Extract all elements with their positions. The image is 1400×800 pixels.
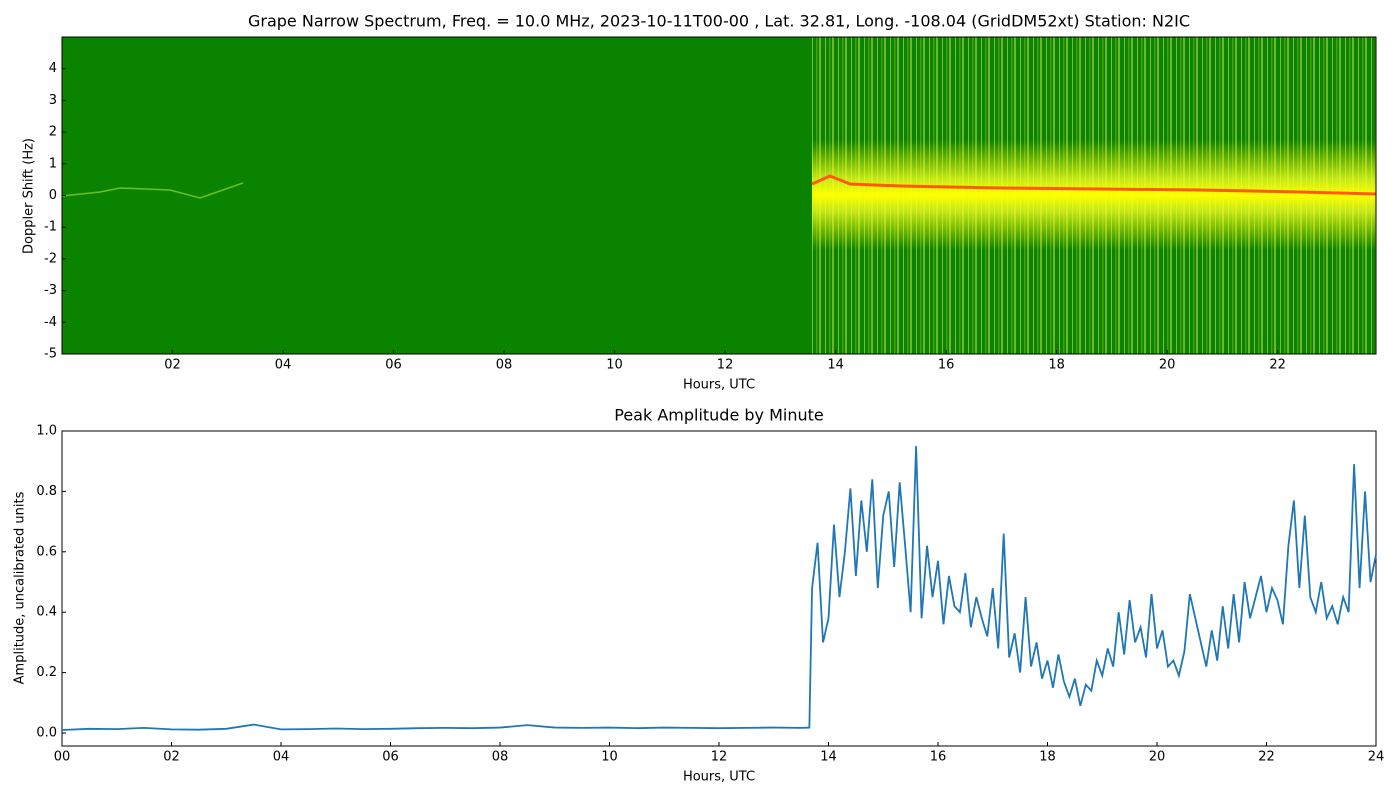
x-axis-label: Hours, UTC — [683, 770, 755, 785]
y-tick-label: 3 — [49, 93, 57, 108]
y-tick-label: 0.4 — [36, 605, 57, 620]
x-tick-label: 20 — [1149, 750, 1166, 765]
x-tick-label: 16 — [938, 358, 955, 373]
spectrogram-faint-trace — [61, 182, 244, 199]
x-tick-label: 12 — [717, 358, 734, 373]
spectrogram-trace — [811, 174, 1377, 196]
y-tick-label: -4 — [44, 315, 57, 330]
x-tick-label: 18 — [1039, 750, 1056, 765]
y-tick-label: 1.0 — [36, 424, 57, 439]
y-axis-label: Amplitude, uncalibrated units — [13, 491, 28, 684]
x-tick-label: 02 — [163, 750, 180, 765]
y-tick-label: 0.2 — [36, 665, 57, 680]
x-tick-label: 04 — [275, 358, 292, 373]
x-tick-label: 02 — [164, 358, 181, 373]
y-tick-label: -5 — [44, 347, 57, 362]
x-tick-label: 22 — [1258, 750, 1275, 765]
y-tick-label: -3 — [44, 283, 57, 298]
y-tick-label: 1 — [49, 156, 57, 171]
y-tick-label: 4 — [49, 61, 57, 76]
x-tick-label: 14 — [820, 750, 837, 765]
x-tick-label: 14 — [827, 358, 844, 373]
y-tick-label: 0.0 — [36, 726, 57, 741]
x-tick-label: 06 — [385, 358, 402, 373]
x-axis-label: Hours, UTC — [683, 378, 755, 393]
x-tick-label: 16 — [930, 750, 947, 765]
chart-title: Peak Amplitude by Minute — [614, 406, 824, 425]
x-tick-label: 18 — [1048, 358, 1065, 373]
y-tick-label: -1 — [44, 220, 57, 235]
y-tick-label: 2 — [49, 125, 57, 140]
x-tick-label: 10 — [606, 358, 623, 373]
y-tick-label: 0 — [49, 188, 57, 203]
x-tick-label: 22 — [1269, 358, 1286, 373]
y-axis-label: Doppler Shift (Hz) — [22, 138, 37, 254]
y-tick-label: 0.6 — [36, 544, 57, 559]
x-tick-label: 08 — [492, 750, 509, 765]
amplitude-line — [61, 446, 1377, 731]
x-tick-label: 06 — [382, 750, 399, 765]
x-tick-label: 00 — [54, 750, 71, 765]
spectrogram-band — [812, 140, 1376, 250]
x-tick-label: 08 — [496, 358, 513, 373]
y-tick-label: 0.8 — [36, 484, 57, 499]
x-tick-label: 10 — [601, 750, 618, 765]
x-tick-label: 04 — [273, 750, 290, 765]
x-tick-label: 12 — [711, 750, 728, 765]
y-tick-label: -2 — [44, 251, 57, 266]
x-tick-label: 24 — [1368, 750, 1385, 765]
chart-title: Grape Narrow Spectrum, Freq. = 10.0 MHz,… — [248, 12, 1190, 31]
x-tick-label: 20 — [1159, 358, 1176, 373]
plot-frame — [61, 430, 1377, 747]
